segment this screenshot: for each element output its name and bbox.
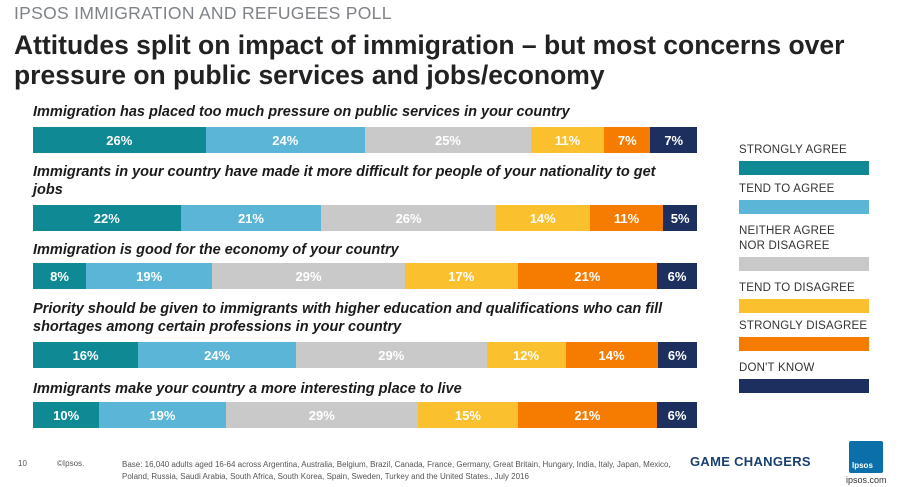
stacked-bar: 26% 24% 25% 11% 7% 7%: [33, 127, 697, 153]
bar-segment: 29%: [225, 402, 419, 428]
data-label: 24%: [204, 347, 231, 363]
data-label: 11%: [554, 132, 581, 148]
stacked-bar: 10% 19% 29% 15% 21% 6%: [33, 402, 697, 428]
legend-item: TEND TO DISAGREE: [739, 281, 869, 313]
data-label: 6%: [667, 268, 687, 284]
legend-swatch: [739, 337, 869, 351]
bar-segment: 6%: [657, 342, 697, 368]
data-label: 7%: [617, 132, 637, 148]
bar-segment: 15%: [418, 402, 518, 428]
data-label: 25%: [434, 132, 461, 148]
website-link[interactable]: ipsos.com: [846, 475, 887, 485]
data-label: 8%: [50, 268, 69, 284]
bar-segment: 29%: [295, 342, 487, 368]
bar-segment: 6%: [657, 263, 697, 289]
question-label: Priority should be given to immigrants w…: [33, 301, 663, 335]
bar-segment: 26%: [321, 205, 496, 231]
data-label: 14%: [598, 347, 625, 363]
legend-item: DON'T KNOW: [739, 361, 869, 393]
question-label: Immigration is good for the economy of y…: [33, 242, 399, 258]
legend-swatch: [739, 299, 869, 313]
bar-segment: 21%: [180, 205, 322, 231]
data-label: 10%: [53, 407, 80, 423]
bar-segment: 12%: [486, 342, 566, 368]
legend-item: STRONGLY DISAGREE: [739, 319, 869, 351]
data-label: 6%: [667, 347, 687, 363]
ipsos-logo: Ipsos: [849, 441, 883, 473]
legend-swatch: [739, 161, 869, 175]
bar-segment: 10%: [33, 402, 100, 428]
legend-item: NEITHER AGREE NOR DISAGREE: [739, 224, 869, 271]
bar-segment: 16%: [33, 342, 139, 368]
bar-segment: 14%: [565, 342, 658, 368]
data-label: 22%: [93, 210, 120, 226]
data-label: 6%: [667, 407, 687, 423]
bar-segment: 22%: [33, 205, 181, 231]
bar-segment: 7%: [650, 127, 697, 153]
stacked-bar: 8% 19% 29% 17% 21% 6%: [33, 263, 697, 289]
data-label: 26%: [395, 210, 422, 226]
data-label: 26%: [106, 132, 133, 148]
bar-segment: 25%: [364, 127, 531, 153]
bar-segment: 14%: [495, 205, 590, 231]
data-label: 21%: [237, 210, 264, 226]
question-label: Immigrants make your country a more inte…: [33, 381, 462, 397]
data-label: 5%: [670, 210, 690, 226]
data-label: 19%: [149, 407, 176, 423]
bar-segment: 29%: [212, 263, 405, 289]
legend-item: TEND TO AGREE: [739, 182, 869, 214]
legend-label: TEND TO DISAGREE: [739, 282, 855, 294]
legend-swatch: [739, 257, 869, 271]
legend-swatch: [739, 379, 869, 393]
data-label: 16%: [72, 347, 99, 363]
data-label: 24%: [272, 132, 299, 148]
legend-label: STRONGLY AGREE: [739, 144, 847, 156]
page-title: Attitudes split on impact of immigration…: [14, 30, 845, 90]
legend-item: STRONGLY AGREE: [739, 143, 869, 175]
kicker: IPSOS IMMIGRATION AND REFUGEES POLL: [14, 3, 392, 23]
data-label: 21%: [574, 407, 601, 423]
question-label: Immigrants in your country have made it …: [33, 164, 656, 198]
bar-segment: 11%: [589, 205, 664, 231]
bar-segment: 21%: [517, 402, 658, 428]
data-label: 29%: [295, 268, 322, 284]
brand-tagline: GAME CHANGERS: [690, 454, 811, 469]
legend-label: NEITHER AGREE NOR DISAGREE: [739, 225, 835, 252]
bar-segment: 24%: [138, 342, 296, 368]
data-label: 21%: [574, 268, 601, 284]
bar-segment: 17%: [404, 263, 518, 289]
data-label: 29%: [308, 407, 335, 423]
data-label: 15%: [454, 407, 481, 423]
bar-segment: 19%: [86, 263, 213, 289]
legend-label: TEND TO AGREE: [739, 183, 835, 195]
base-note: Base: 16,040 adults aged 16-64 across Ar…: [122, 460, 671, 481]
bar-segment: 11%: [530, 127, 605, 153]
bar-segment: 8%: [33, 263, 87, 289]
question-label: Immigration has placed too much pressure…: [33, 104, 570, 120]
data-label: 19%: [136, 268, 163, 284]
bar-segment: 21%: [517, 263, 658, 289]
legend-label: STRONGLY DISAGREE: [739, 320, 868, 332]
legend-swatch: [739, 200, 869, 214]
bar-segment: 24%: [205, 127, 365, 153]
data-label: 12%: [513, 347, 540, 363]
copyright: ©Ipsos.: [57, 459, 85, 468]
bar-segment: 19%: [99, 402, 226, 428]
page-number: 10: [18, 459, 27, 468]
stacked-bar: 16% 24% 29% 12% 14% 6%: [33, 342, 697, 368]
data-label: 7%: [664, 132, 684, 148]
bar-segment: 5%: [663, 205, 697, 231]
data-label: 17%: [448, 268, 475, 284]
data-label: 14%: [529, 210, 556, 226]
bar-segment: 26%: [33, 127, 206, 153]
legend-label: DON'T KNOW: [739, 362, 815, 374]
stacked-bar: 22% 21% 26% 14% 11% 5%: [33, 205, 697, 231]
bar-segment: 7%: [604, 127, 651, 153]
logo-text: Ipsos: [852, 461, 873, 470]
data-label: 29%: [378, 347, 405, 363]
data-label: 11%: [613, 210, 640, 226]
bar-segment: 6%: [657, 402, 697, 428]
